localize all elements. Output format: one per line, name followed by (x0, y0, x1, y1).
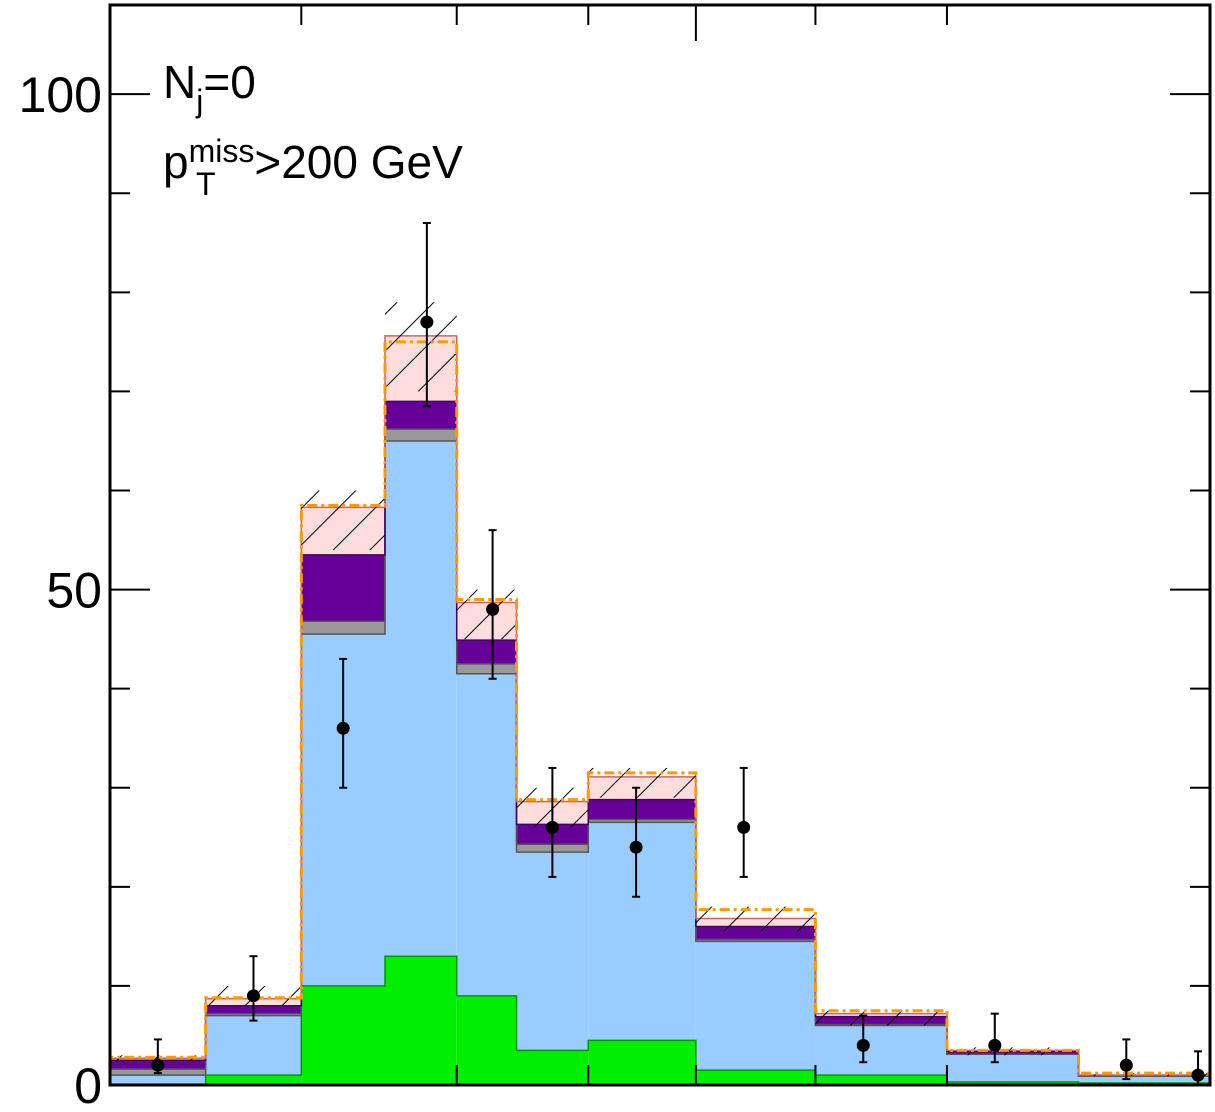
data-point-9 (988, 1038, 1002, 1052)
plot-area (110, 221, 1210, 1085)
uncertainty-band-4 (456, 589, 517, 640)
series-3-bar-6 (588, 799, 696, 820)
data-point-4 (486, 602, 500, 616)
series-0-bar-1 (205, 1075, 302, 1085)
series-1-bar-1 (205, 1015, 302, 1076)
annotation-ptmiss-sup: miss (189, 133, 255, 169)
series-0-bar-4 (456, 995, 517, 1085)
series-1-bar-7 (695, 941, 816, 1071)
annotation-ptmiss: pmiss>200 GeV (163, 133, 463, 188)
series-1-bar-3 (385, 440, 457, 957)
uncertainty-band-8 (815, 1010, 947, 1026)
y-tick-label-0: 0 (74, 1058, 102, 1112)
plot-frame (108, 3, 1212, 1087)
series-0-bar-3 (385, 956, 457, 1085)
series-1-bar-10 (1078, 1076, 1210, 1084)
series-0-bar-8 (815, 1075, 947, 1085)
series-0-bar-7 (695, 1070, 816, 1085)
uncertainty-band-2 (301, 490, 385, 550)
series-2-bar-3 (385, 429, 457, 441)
series-1-bar-9 (946, 1054, 1079, 1083)
data-point-2 (336, 721, 350, 735)
series-0-bar-6 (588, 1040, 696, 1085)
data-point-7 (737, 820, 751, 834)
y-tick-label-100: 100 (19, 67, 102, 123)
annotation-ptmiss-rest: >200 GeV (254, 136, 463, 188)
series-2-bar-4 (456, 663, 517, 674)
annotation-ptmiss-main: p (163, 136, 189, 188)
series-1-bar-4 (456, 673, 517, 996)
series-0-bar-2 (301, 985, 385, 1085)
series-2-bar-2 (301, 621, 385, 635)
annotation-njets-main: N (163, 56, 196, 108)
series-2-bar-7 (695, 939, 816, 942)
series-0-bar-5 (516, 1050, 589, 1085)
uncertainty-band-9 (946, 1047, 1079, 1056)
annotation-ptmiss-sub: T (196, 166, 216, 202)
axes: 0 50 100 (19, 3, 1212, 1112)
series-1-bar-8 (815, 1025, 947, 1076)
data-point-5 (545, 820, 559, 834)
data-point-1 (246, 989, 260, 1003)
data-point-11 (1191, 1068, 1205, 1082)
series-2-bar-6 (588, 819, 696, 823)
data-point-6 (629, 840, 643, 854)
data-point-10 (1119, 1058, 1133, 1072)
data-point-3 (420, 315, 434, 329)
annotation-njets: Nj=0 (163, 56, 256, 119)
y-tick-label-50: 50 (46, 563, 102, 619)
uncertainty-band-3 (385, 302, 457, 392)
series-1-bar-0 (110, 1075, 206, 1085)
series-3-bar-4 (456, 640, 517, 664)
data-point-8 (856, 1038, 870, 1052)
series-1-bar-5 (516, 852, 589, 1051)
series-3-bar-2 (301, 554, 385, 622)
series-3-bar-3 (385, 401, 457, 430)
series-1-bar-6 (588, 822, 696, 1041)
data-point-0 (151, 1058, 165, 1072)
annotation-njets-sub: j (195, 83, 203, 119)
annotation-njets-rest: =0 (203, 56, 255, 108)
